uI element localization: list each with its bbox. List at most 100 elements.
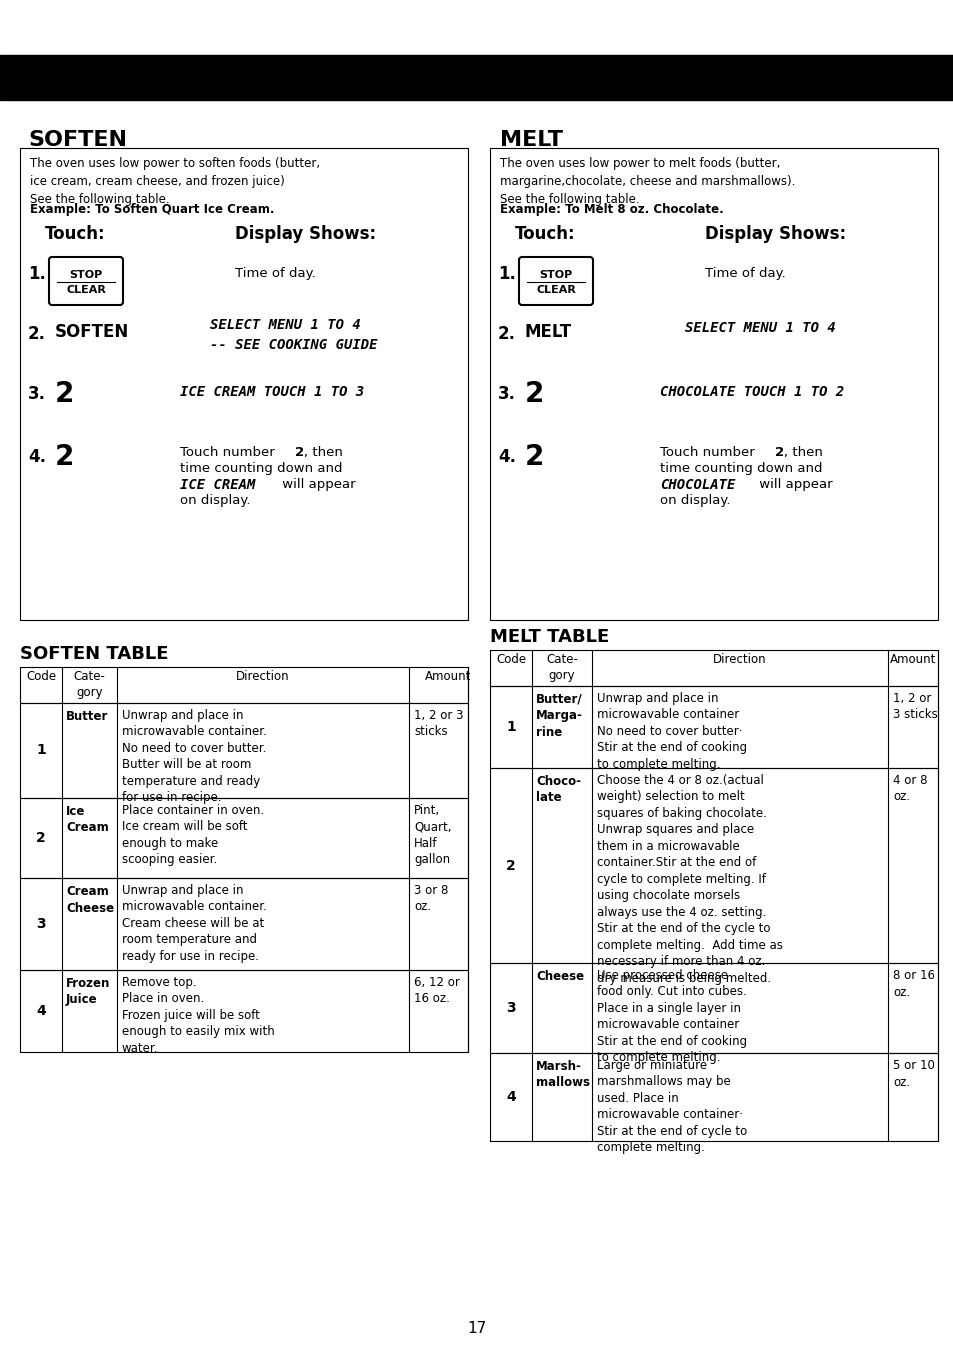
Text: 2: 2 xyxy=(524,380,544,407)
Text: Choose the 4 or 8 oz.(actual
weight) selection to melt
squares of baking chocola: Choose the 4 or 8 oz.(actual weight) sel… xyxy=(597,774,782,985)
Text: 5 or 10
oz.: 5 or 10 oz. xyxy=(892,1059,934,1089)
Text: Direction: Direction xyxy=(713,653,766,666)
Text: CLEAR: CLEAR xyxy=(536,285,576,295)
Text: 4.: 4. xyxy=(28,448,46,465)
Text: Ice
Cream: Ice Cream xyxy=(66,805,109,835)
Bar xyxy=(490,963,937,1054)
Bar xyxy=(490,768,937,963)
Text: Place container in oven.
Ice cream will be soft
enough to make
scooping easier.: Place container in oven. Ice cream will … xyxy=(122,804,264,866)
Text: Time of day.: Time of day. xyxy=(234,267,315,281)
Text: Unwrap and place in
microwavable container.
No need to cover butter.
Butter will: Unwrap and place in microwavable contain… xyxy=(122,710,267,804)
Text: ICE CREAM TOUCH 1 TO 3: ICE CREAM TOUCH 1 TO 3 xyxy=(180,384,364,399)
Text: SOFTEN TABLE: SOFTEN TABLE xyxy=(20,645,169,662)
Text: Cheese: Cheese xyxy=(536,970,583,983)
Text: Direction: Direction xyxy=(236,670,290,683)
Bar xyxy=(20,970,468,1052)
Text: Butter/
Marga-
rine: Butter/ Marga- rine xyxy=(536,693,582,739)
Text: Butter: Butter xyxy=(66,710,109,723)
Text: STOP: STOP xyxy=(70,270,103,281)
Bar xyxy=(20,666,468,703)
Text: 2.: 2. xyxy=(497,325,516,343)
Text: Use processed cheese
food only. Cut into cubes.
Place in a single layer in
micro: Use processed cheese food only. Cut into… xyxy=(597,969,746,1064)
Text: CHOCOLATE TOUCH 1 TO 2: CHOCOLATE TOUCH 1 TO 2 xyxy=(659,384,843,399)
Text: 2: 2 xyxy=(55,380,74,407)
Text: , then: , then xyxy=(304,447,342,459)
Bar xyxy=(490,650,937,687)
Text: 17: 17 xyxy=(467,1321,486,1336)
Text: Marsh-
mallows: Marsh- mallows xyxy=(536,1060,589,1090)
Text: MELT: MELT xyxy=(499,130,562,150)
Text: Display Shows:: Display Shows: xyxy=(704,225,845,243)
Text: Large or miniature
marshmallows may be
used. Place in
microwavable container·
St: Large or miniature marshmallows may be u… xyxy=(597,1059,746,1155)
Text: 2: 2 xyxy=(506,858,516,873)
Text: 1: 1 xyxy=(36,743,46,758)
Text: will appear: will appear xyxy=(754,478,832,491)
Text: Code: Code xyxy=(496,653,525,666)
Text: STOP: STOP xyxy=(538,270,572,281)
Text: 4: 4 xyxy=(506,1090,516,1103)
Text: 6, 12 or
16 oz.: 6, 12 or 16 oz. xyxy=(414,975,459,1005)
Text: 1: 1 xyxy=(506,720,516,734)
Text: Cream
Cheese: Cream Cheese xyxy=(66,885,114,915)
Text: 3.: 3. xyxy=(497,384,516,403)
Text: SOFTEN: SOFTEN xyxy=(28,130,127,150)
Text: Amount: Amount xyxy=(889,653,935,666)
Text: on display.: on display. xyxy=(659,494,730,507)
Text: Cate-
gory: Cate- gory xyxy=(73,670,106,699)
Text: The oven uses low power to soften foods (butter,
ice cream, cream cheese, and fr: The oven uses low power to soften foods … xyxy=(30,156,320,206)
Text: 2: 2 xyxy=(55,442,74,471)
Text: MELT TABLE: MELT TABLE xyxy=(490,629,609,646)
Text: Unwrap and place in
microwavable container.
Cream cheese will be at
room tempera: Unwrap and place in microwavable contain… xyxy=(122,884,267,963)
Text: The oven uses low power to melt foods (butter,
margarine,chocolate, cheese and m: The oven uses low power to melt foods (b… xyxy=(499,156,795,206)
Text: MELT: MELT xyxy=(524,322,572,341)
Text: CLEAR: CLEAR xyxy=(66,285,106,295)
Text: -- SEE COOKING GUIDE: -- SEE COOKING GUIDE xyxy=(210,339,377,352)
Text: Cate-
gory: Cate- gory xyxy=(545,653,578,683)
Text: 2: 2 xyxy=(294,447,304,459)
Text: 2: 2 xyxy=(36,831,46,844)
Text: Example: To Soften Quart Ice Cream.: Example: To Soften Quart Ice Cream. xyxy=(30,202,274,216)
Bar xyxy=(490,148,937,621)
Text: 1.: 1. xyxy=(28,264,46,283)
Text: Time of day.: Time of day. xyxy=(704,267,785,281)
Text: CHOCOLATE: CHOCOLATE xyxy=(659,478,735,492)
Text: SELECT MENU 1 TO 4: SELECT MENU 1 TO 4 xyxy=(684,321,835,335)
Text: 3: 3 xyxy=(36,917,46,931)
Text: Pint,
Quart,
Half
gallon: Pint, Quart, Half gallon xyxy=(414,804,451,866)
Text: Touch:: Touch: xyxy=(45,225,106,243)
Text: time counting down and: time counting down and xyxy=(180,461,342,475)
Text: Remove top.
Place in oven.
Frozen juice will be soft
enough to easily mix with
w: Remove top. Place in oven. Frozen juice … xyxy=(122,975,274,1055)
Bar xyxy=(20,878,468,970)
Text: SOFTEN: SOFTEN xyxy=(55,322,129,341)
Text: SELECT MENU 1 TO 4: SELECT MENU 1 TO 4 xyxy=(210,318,360,332)
Text: Amount: Amount xyxy=(425,670,471,683)
Text: Touch number: Touch number xyxy=(659,447,759,459)
Text: Display Shows:: Display Shows: xyxy=(234,225,375,243)
Text: Example: To Melt 8 oz. Chocolate.: Example: To Melt 8 oz. Chocolate. xyxy=(499,202,723,216)
Text: Code: Code xyxy=(26,670,56,683)
Text: Unwrap and place in
microwavable container
No need to cover butter·
Stir at the : Unwrap and place in microwavable contain… xyxy=(597,692,746,772)
Text: 8 or 16
oz.: 8 or 16 oz. xyxy=(892,969,934,998)
Text: Touch:: Touch: xyxy=(515,225,575,243)
Text: Choco-
late: Choco- late xyxy=(536,774,580,804)
Bar xyxy=(20,703,468,799)
Text: 3: 3 xyxy=(506,1001,516,1014)
Text: 4.: 4. xyxy=(497,448,516,465)
Text: 2.: 2. xyxy=(28,325,46,343)
Text: ICE CREAM: ICE CREAM xyxy=(180,478,255,492)
Text: Frozen
Juice: Frozen Juice xyxy=(66,977,111,1006)
Bar xyxy=(0,55,953,100)
Text: Touch number: Touch number xyxy=(180,447,278,459)
Text: , then: , then xyxy=(783,447,822,459)
Text: time counting down and: time counting down and xyxy=(659,461,821,475)
Text: 3 or 8
oz.: 3 or 8 oz. xyxy=(414,884,448,913)
Text: 2: 2 xyxy=(524,442,544,471)
Text: on display.: on display. xyxy=(180,494,251,507)
Bar xyxy=(490,687,937,768)
Bar xyxy=(20,799,468,878)
Text: 2: 2 xyxy=(774,447,783,459)
Text: 1, 2 or 3
sticks: 1, 2 or 3 sticks xyxy=(414,710,463,738)
Bar xyxy=(490,1054,937,1141)
Text: 3.: 3. xyxy=(28,384,46,403)
Text: 4: 4 xyxy=(36,1004,46,1018)
